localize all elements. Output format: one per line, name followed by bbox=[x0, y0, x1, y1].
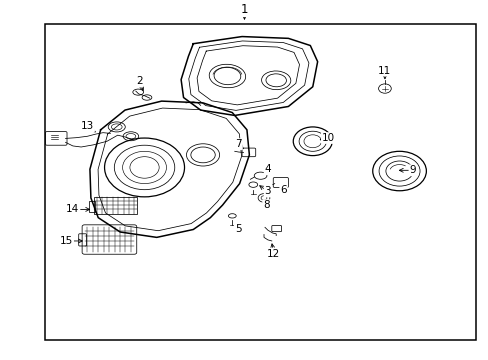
Text: 8: 8 bbox=[263, 200, 269, 210]
Bar bbox=[44, 24, 475, 339]
Text: 7: 7 bbox=[235, 139, 242, 149]
Text: 1: 1 bbox=[240, 3, 248, 16]
Text: 2: 2 bbox=[136, 76, 142, 86]
Text: 4: 4 bbox=[264, 164, 271, 174]
Bar bbox=[94, 197, 137, 214]
Text: 14: 14 bbox=[66, 204, 80, 215]
Text: 5: 5 bbox=[234, 225, 241, 234]
Text: 10: 10 bbox=[321, 133, 334, 143]
Bar bbox=[89, 201, 95, 212]
Text: 15: 15 bbox=[60, 236, 73, 246]
Text: 9: 9 bbox=[408, 165, 415, 175]
Text: 3: 3 bbox=[264, 186, 271, 197]
Text: 12: 12 bbox=[266, 248, 280, 258]
Text: 11: 11 bbox=[378, 66, 391, 76]
Text: 13: 13 bbox=[81, 121, 94, 131]
Text: 6: 6 bbox=[280, 185, 286, 195]
